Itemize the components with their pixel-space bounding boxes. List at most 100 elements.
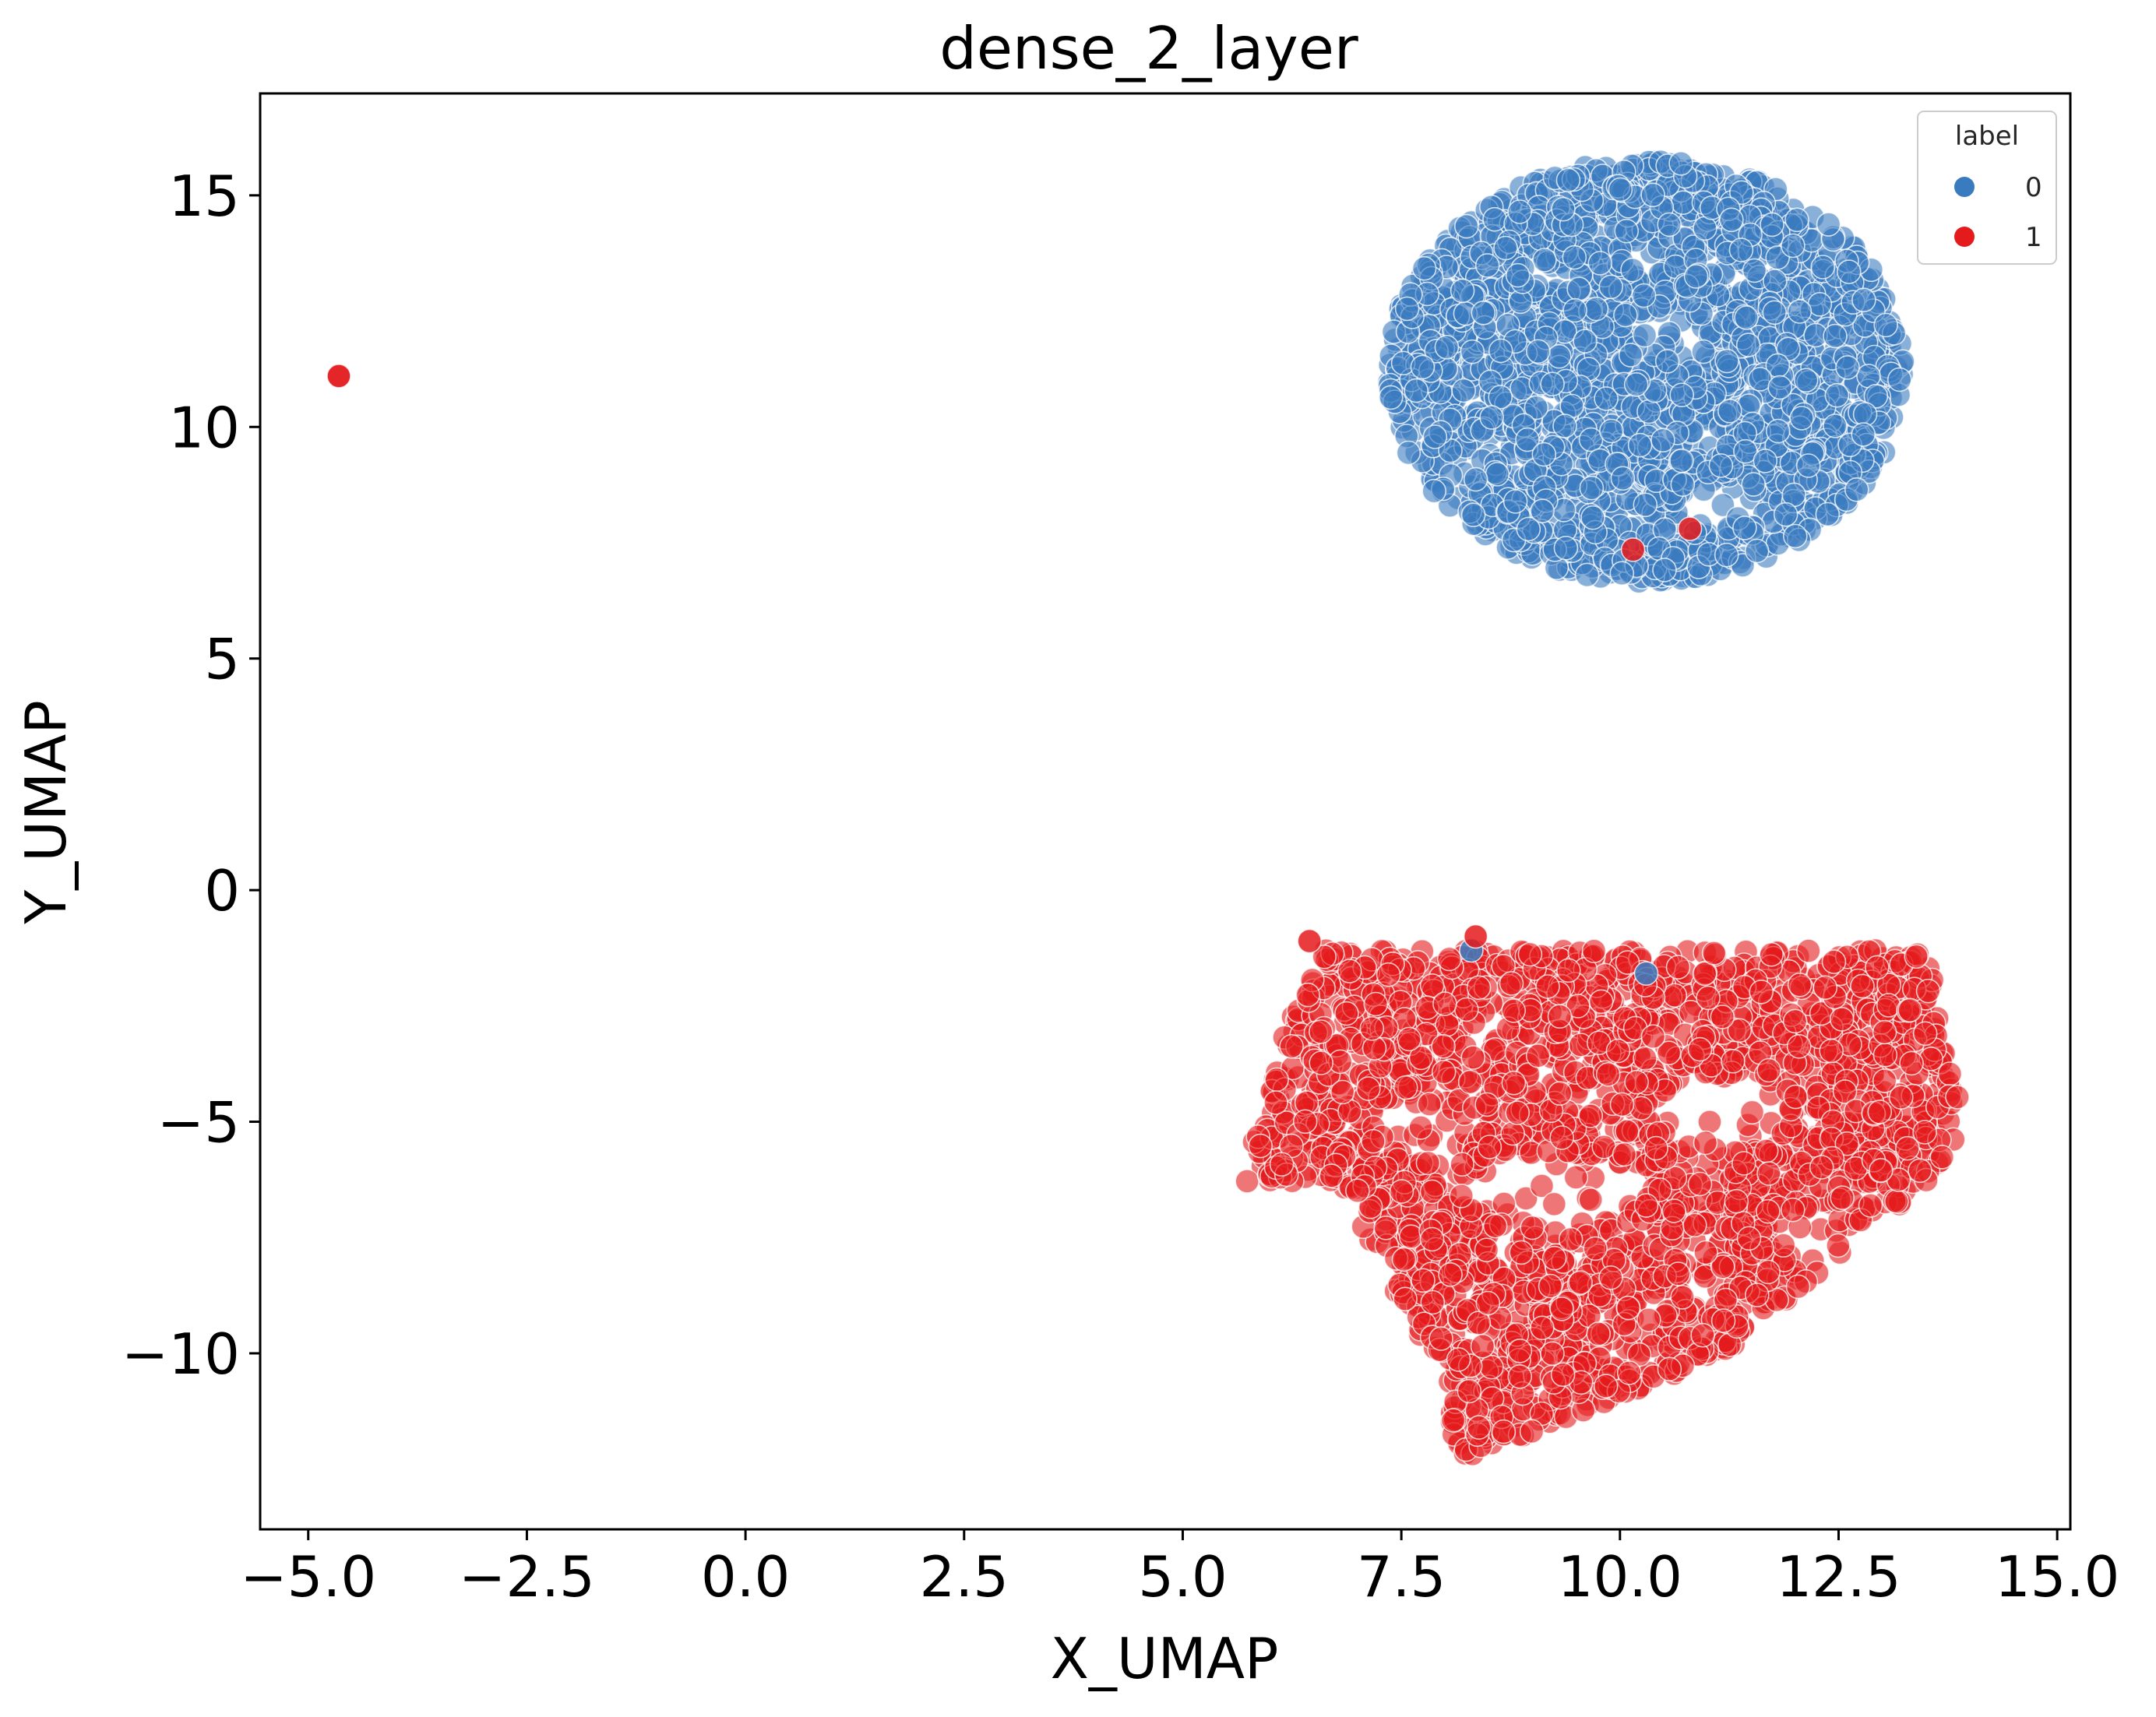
point-label-0 [1411,255,1437,281]
point-label-0 [1753,449,1778,473]
point-label-0 [1562,245,1587,270]
point-label-0 [1531,442,1557,467]
point-label-1 [1556,958,1581,983]
point-label-1 [1558,1226,1584,1252]
point-label-1 [1665,955,1691,980]
point-label-1 [1908,1158,1932,1184]
point-label-1 [1872,1043,1898,1068]
point-label-1 [1912,1120,1937,1145]
point-label-1 [1408,1045,1434,1071]
x-tick-label: 0.0 [701,1544,791,1610]
point-label-1 [1479,1354,1504,1380]
point-label-0 [1460,339,1485,364]
point-label-1 [1376,962,1401,987]
point-label-0 [1784,207,1809,233]
point-label-0 [1524,395,1549,420]
point-label-0 [1530,498,1555,524]
point-label-1 [1899,1050,1924,1076]
point-label-1 [1345,1178,1370,1203]
point-label-0 [1421,478,1446,504]
point-label-1 [1269,1152,1295,1177]
point-label-0 [1623,371,1649,397]
point-label-0 [1485,462,1510,487]
point-label-1 [1677,516,1703,541]
point-label-1 [1832,1079,1858,1104]
point-label-0 [1863,383,1889,409]
point-label-1 [1356,1076,1381,1101]
point-label-0 [1594,386,1619,411]
point-label-1 [1460,1045,1485,1070]
point-label-1 [1519,1419,1545,1444]
point-label-1 [1541,1191,1567,1217]
point-label-0 [1789,406,1814,431]
point-label-0 [1851,287,1876,313]
point-label-1 [1593,1374,1619,1399]
point-label-0 [1573,329,1598,354]
point-label-1 [1586,1321,1611,1346]
point-label-1 [1915,978,1941,1004]
point-label-0 [1505,262,1531,288]
point-label-1 [1884,1189,1909,1214]
point-label-1 [1872,1019,1897,1045]
point-label-1 [1393,1075,1418,1100]
point-label-1 [1721,1049,1746,1074]
point-label-0 [1815,501,1841,527]
point-label-0 [1463,466,1488,492]
x-tick-label: −5.0 [240,1544,376,1610]
point-label-1 [1583,1236,1608,1261]
point-label-0 [1744,538,1770,564]
x-tick-label: 5.0 [1138,1544,1228,1610]
point-label-0 [1766,418,1791,444]
point-label-0 [1460,502,1486,528]
point-label-1 [1408,1115,1433,1140]
point-label-1 [1419,1179,1445,1205]
point-label-1 [1937,1061,1963,1086]
point-label-1 [1633,1193,1659,1218]
point-label-0 [1781,233,1805,259]
points-layer [326,149,1970,1467]
point-label-1 [1466,1415,1492,1440]
point-label-1 [1415,1150,1441,1176]
point-label-1 [1665,1261,1691,1286]
point-label-1 [1643,1135,1668,1161]
point-label-1 [1783,1084,1809,1110]
point-label-1 [1693,1130,1718,1156]
point-label-1 [1525,1043,1551,1068]
point-label-0 [1823,323,1848,349]
point-label-0 [1608,177,1633,202]
point-label-1 [1477,1135,1503,1159]
point-label-1 [1507,1364,1532,1389]
point-label-1 [1739,1100,1765,1125]
point-label-1 [1417,1092,1442,1117]
point-label-1 [1457,1069,1483,1095]
point-label-1 [1640,1024,1666,1049]
point-label-1 [1713,1287,1739,1313]
point-label-1 [1334,1001,1359,1026]
point-label-1 [1753,1138,1779,1163]
point-label-1 [1620,537,1646,562]
point-label-1 [1759,941,1784,967]
point-label-1 [1595,1062,1621,1087]
point-label-0 [1410,354,1436,380]
point-label-1 [1547,1004,1573,1029]
point-label-0 [1714,542,1739,568]
point-label-1 [1897,997,1922,1023]
point-label-1 [1470,1334,1495,1359]
point-label-0 [1670,472,1696,498]
point-label-1 [1563,1165,1589,1190]
point-label-1 [1431,1059,1457,1085]
point-label-1 [1693,1240,1718,1265]
point-label-1 [1450,1152,1474,1177]
point-label-1 [1541,1245,1567,1271]
point-label-1 [1687,1171,1713,1197]
point-label-1 [1785,1274,1811,1300]
point-label-0 [1574,562,1600,588]
point-label-1 [1530,1315,1555,1341]
point-label-1 [1312,945,1337,969]
point-label-1 [1507,1339,1533,1363]
x-tick-label: 10.0 [1558,1544,1682,1610]
point-label-1 [1929,1145,1955,1170]
y-tick-label: 10 [168,395,240,460]
point-label-0 [1654,349,1680,374]
